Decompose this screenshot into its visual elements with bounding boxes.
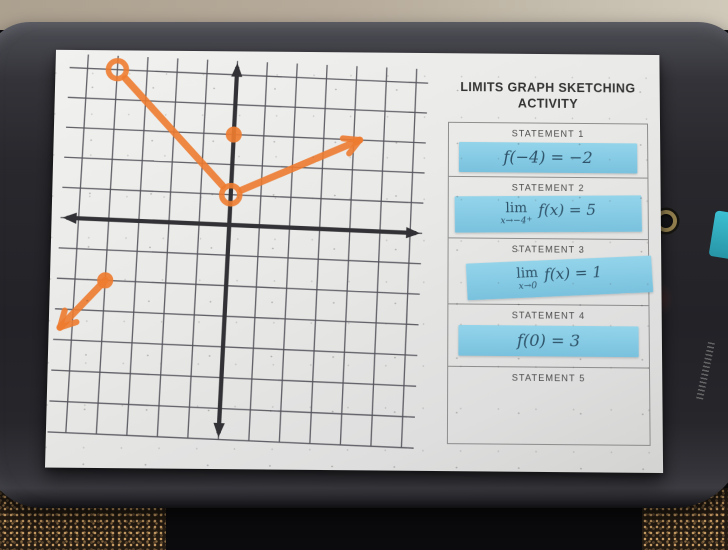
- statement-card-2: lim x→−4+ f(x) = 5: [455, 195, 643, 232]
- statement-label: STATEMENT 1: [449, 122, 647, 139]
- statement-label: STATEMENT 2: [449, 176, 648, 193]
- lim-word: lim: [516, 266, 538, 281]
- graph-svg: [48, 54, 429, 448]
- statement-box-3: STATEMENT 3 lim x→0 f(x) = 1: [447, 237, 649, 306]
- card-expression: f(x) = 5: [538, 200, 596, 218]
- statement-card-4: f(0) = 3: [458, 324, 638, 356]
- statement-label: STATEMENT 4: [448, 304, 648, 321]
- page-title-line2: ACTIVITY: [448, 95, 648, 113]
- card-expression: f(−4) = −2: [503, 147, 592, 167]
- lim-word: lim: [505, 201, 527, 215]
- page-title-line1: LIMITS GRAPH SKETCHING: [448, 79, 648, 97]
- graph-area: [48, 54, 429, 448]
- statement-box-4: STATEMENT 4 f(0) = 3: [447, 303, 650, 368]
- statement-stack: STATEMENT 1 f(−4) = −2 STATEMENT 2 lim x…: [447, 121, 651, 445]
- statement-label: STATEMENT 3: [449, 238, 648, 255]
- lim-subscript-sup: +: [526, 215, 532, 223]
- worksheet-paper: LIMITS GRAPH SKETCHING ACTIVITY STATEMEN…: [45, 50, 663, 473]
- statement-label: STATEMENT 5: [448, 366, 649, 383]
- limit-notation: lim x→−4+: [500, 201, 532, 226]
- lim-subscript: x→−4+: [500, 216, 532, 226]
- statement-box-5: STATEMENT 5: [447, 365, 651, 445]
- statement-box-2: STATEMENT 2 lim x→−4+ f(x) = 5: [448, 175, 649, 239]
- statement-card-1: f(−4) = −2: [459, 141, 637, 173]
- lim-subscript: x→0: [518, 281, 537, 292]
- card-expression: f(x) = 1: [544, 262, 603, 283]
- card-expression: f(0) = 3: [517, 331, 580, 351]
- page-title: LIMITS GRAPH SKETCHING ACTIVITY: [448, 79, 648, 113]
- worksheet-column: LIMITS GRAPH SKETCHING ACTIVITY STATEMEN…: [447, 79, 651, 445]
- limit-notation: lim x→0: [516, 266, 539, 292]
- lim-subscript-main: x→−4: [500, 216, 526, 226]
- lim-subscript-main: x→0: [518, 281, 537, 292]
- statement-box-1: STATEMENT 1 f(−4) = −2: [448, 121, 649, 178]
- statement-card-3: lim x→0 f(x) = 1: [466, 255, 653, 300]
